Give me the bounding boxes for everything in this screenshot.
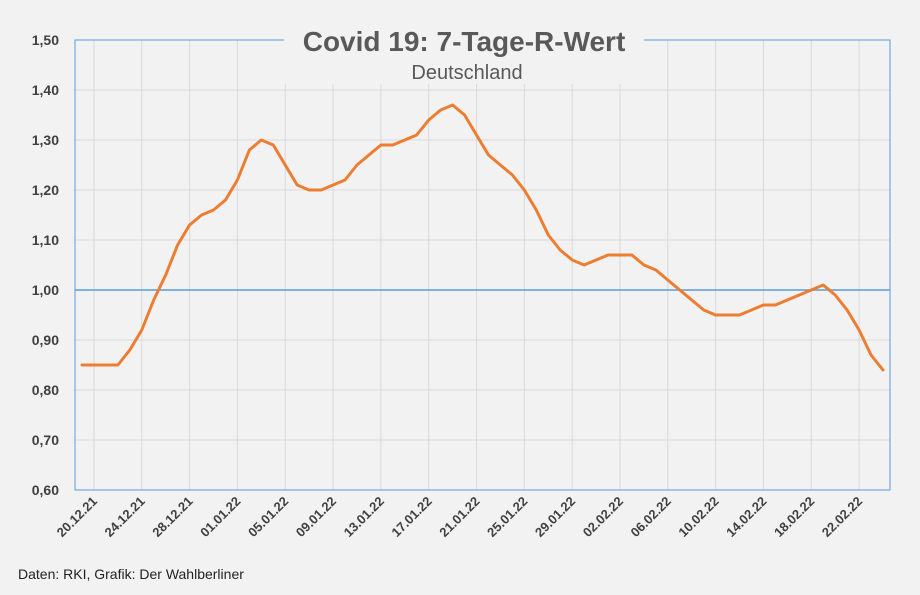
x-tick-label: 09.01.22 <box>293 494 339 540</box>
x-tick-label: 21.01.22 <box>436 494 482 540</box>
x-tick-label: 22.02.22 <box>819 494 865 540</box>
x-tick-label: 05.01.22 <box>245 494 291 540</box>
x-tick-label: 24.12.21 <box>102 494 148 540</box>
x-tick-label: 10.02.22 <box>675 494 721 540</box>
y-tick-label: 1,00 <box>32 282 59 298</box>
x-axis-ticks: 20.12.21 24.12.21 28.12.21 01.01.22 05.01.22… <box>54 494 866 540</box>
plot-area-frame <box>74 39 891 491</box>
y-tick-label: 1,20 <box>32 182 59 198</box>
y-tick-label: 0,70 <box>32 432 59 448</box>
series-layer <box>80 103 885 372</box>
x-tick-label: 06.02.22 <box>628 494 674 540</box>
title-background <box>284 22 644 84</box>
x-tick-label: 14.02.22 <box>723 494 769 540</box>
y-tick-label: 1,50 <box>32 32 59 48</box>
y-tick-label: 0,90 <box>32 332 59 348</box>
y-tick-label: 1,40 <box>32 82 59 98</box>
x-tick-label: 28.12.21 <box>149 494 195 540</box>
y-tick-label: 0,80 <box>32 382 59 398</box>
y-axis-ticks: 0,60 0,70 0,80 0,90 1,00 1,10 1,20 1,30 1,40 1,50 <box>32 32 59 498</box>
y-tick-label: 0,60 <box>32 482 59 498</box>
source-note: Daten: RKI, Grafik: Der Wahlberliner <box>18 566 244 582</box>
x-tick-label: 01.01.22 <box>197 494 243 540</box>
chart-subtitle: Deutschland <box>411 62 522 84</box>
x-tick-label: 25.01.22 <box>484 494 530 540</box>
x-tick-label: 17.01.22 <box>388 494 434 540</box>
x-tick-label: 13.01.22 <box>341 494 387 540</box>
grid <box>75 39 890 491</box>
y-tick-label: 1,10 <box>32 232 59 248</box>
y-tick-label: 1,30 <box>32 132 59 148</box>
x-tick-label: 02.02.22 <box>580 494 626 540</box>
chart-title: Covid 19: 7-Tage-R-Wert <box>303 26 626 57</box>
series-line <box>80 103 885 372</box>
x-tick-label: 29.01.22 <box>532 494 578 540</box>
x-tick-label: 18.02.22 <box>771 494 817 540</box>
x-tick-label: 20.12.21 <box>54 494 100 540</box>
